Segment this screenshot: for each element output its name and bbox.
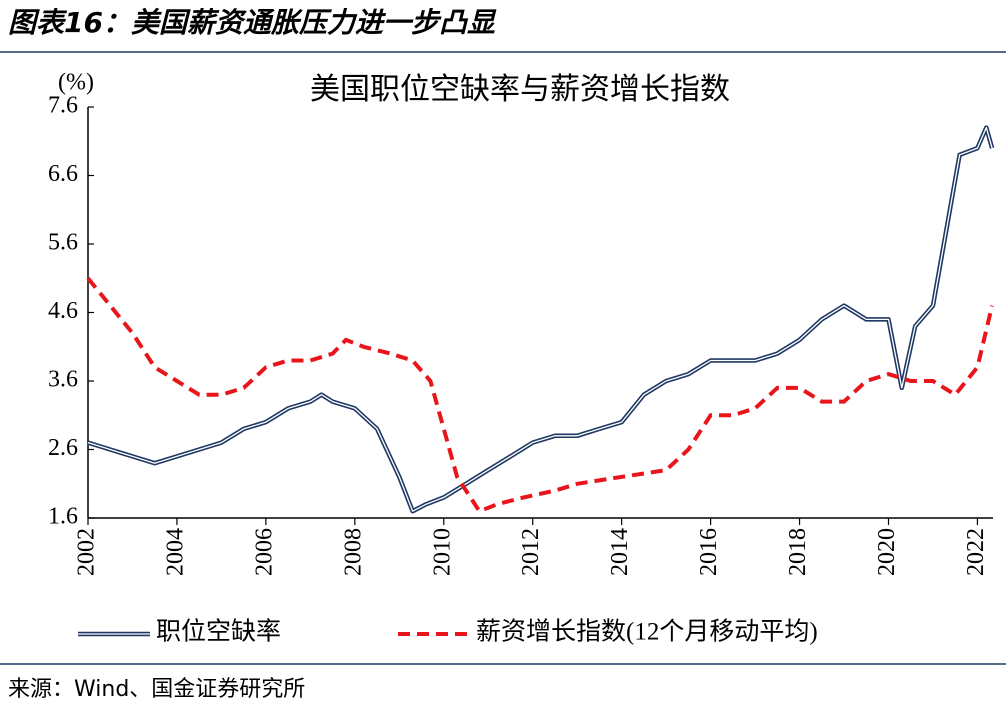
x-tick-label: 2016 bbox=[696, 528, 722, 576]
y-unit: (%) bbox=[58, 70, 94, 96]
x-tick-label: 2012 bbox=[518, 528, 544, 576]
legend-label: 职位空缺率 bbox=[156, 618, 281, 646]
series-line bbox=[86, 277, 995, 514]
header: 图表16：美国薪资通胀压力进一步凸显 bbox=[8, 6, 497, 39]
y-tick-label: 5.6 bbox=[48, 230, 78, 256]
x-tick-label: 2006 bbox=[251, 528, 277, 576]
x-tick-label: 2002 bbox=[74, 528, 100, 576]
y-tick-label: 6.6 bbox=[48, 161, 78, 187]
y-tick-label: 4.6 bbox=[48, 298, 78, 324]
y-tick-label: 3.6 bbox=[48, 367, 78, 393]
x-tick-label: 2008 bbox=[340, 528, 366, 576]
y-tick-label: 1.6 bbox=[48, 504, 78, 530]
legend-label: 薪资增长指数(12个月移动平均) bbox=[476, 618, 818, 646]
y-tick-label: 7.6 bbox=[48, 93, 78, 119]
chart-title: 美国职位空缺率与薪资增长指数 bbox=[310, 73, 730, 106]
x-tick-label: 2022 bbox=[963, 528, 989, 576]
x-tick-label: 2014 bbox=[607, 528, 633, 576]
x-tick-label: 2004 bbox=[162, 528, 188, 576]
series-line bbox=[87, 125, 995, 514]
x-tick-label: 2010 bbox=[429, 528, 455, 576]
y-tick-label: 2.6 bbox=[48, 435, 78, 461]
x-tick-label: 2020 bbox=[874, 528, 900, 576]
x-tick-label: 2018 bbox=[785, 528, 811, 576]
series-line-inner bbox=[87, 126, 993, 512]
source: 来源：Wind、国金证券研究所 bbox=[8, 677, 305, 702]
